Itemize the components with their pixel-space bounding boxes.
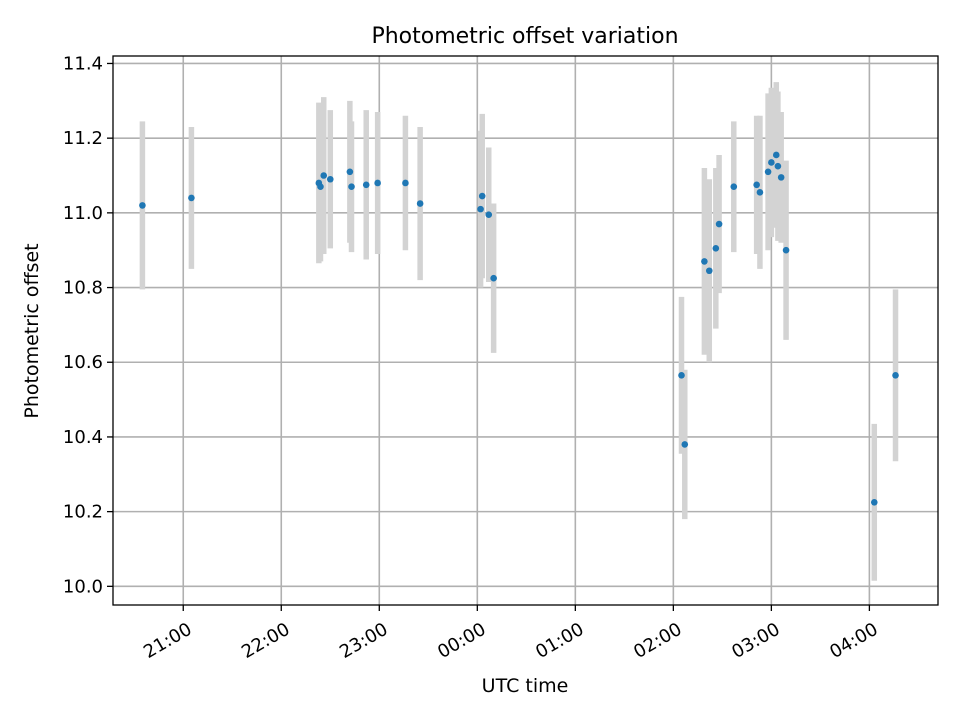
data-point: [782, 246, 790, 254]
data-point: [712, 245, 720, 252]
data-point: [326, 175, 334, 183]
x-axis-label: UTC time: [482, 675, 569, 697]
plot-frame: [112, 55, 939, 606]
data-point: [348, 183, 355, 191]
y-tick-label: 10.6: [63, 352, 103, 373]
data-point: [756, 189, 764, 196]
data-point: [362, 181, 370, 189]
x-tick-label: 21:00: [140, 619, 195, 663]
error-bars: [139, 82, 899, 581]
x-tick-label: 01:00: [532, 619, 587, 663]
data-point: [772, 151, 780, 159]
data-point: [764, 168, 772, 176]
y-tick-label: 10.8: [63, 278, 103, 299]
data-point: [730, 183, 738, 191]
data-point: [317, 183, 324, 191]
grid-lines: [113, 56, 938, 605]
data-point: [188, 194, 195, 202]
data-point: [678, 372, 685, 379]
data-point: [490, 274, 497, 282]
x-axis-ticks: 21:00 22:00 23:00 00:00 01:00 02:00 03:00 04:00: [140, 605, 882, 663]
data-point: [346, 168, 354, 176]
x-tick-label: 22:00: [238, 619, 293, 663]
data-point: [402, 179, 409, 187]
x-tick-label: 02:00: [630, 619, 685, 663]
y-axis-label: Photometric offset: [21, 243, 43, 418]
data-point: [701, 258, 708, 265]
data-point: [320, 172, 328, 179]
x-tick-label: 00:00: [434, 619, 489, 663]
data-point: [705, 267, 713, 275]
data-point: [768, 159, 775, 166]
y-tick-label: 10.2: [63, 502, 103, 523]
y-tick-label: 10.4: [63, 427, 103, 448]
chart-title: Photometric offset variation: [371, 24, 678, 49]
y-axis-ticks: 10.0 10.2 10.4 10.6 10.8 11.0 11.2 11.4: [63, 53, 113, 597]
data-point: [478, 192, 486, 200]
y-tick-label: 11.0: [63, 203, 103, 224]
data-point: [774, 162, 782, 170]
data-points: [139, 151, 899, 506]
y-tick-label: 11.2: [63, 128, 103, 149]
data-point: [416, 200, 424, 207]
y-tick-label: 10.0: [63, 576, 103, 597]
data-point: [477, 205, 484, 213]
x-tick-label: 23:00: [336, 619, 391, 663]
data-point: [374, 179, 381, 187]
data-point: [777, 174, 785, 181]
data-point: [753, 181, 760, 189]
y-tick-label: 11.4: [63, 53, 103, 74]
data-point: [139, 202, 146, 209]
data-point: [715, 220, 723, 228]
x-tick-label: 04:00: [826, 619, 881, 663]
data-point: [892, 372, 899, 379]
data-point: [681, 441, 689, 448]
data-point: [485, 211, 493, 219]
x-tick-label: 03:00: [728, 619, 783, 663]
data-point: [870, 498, 878, 506]
